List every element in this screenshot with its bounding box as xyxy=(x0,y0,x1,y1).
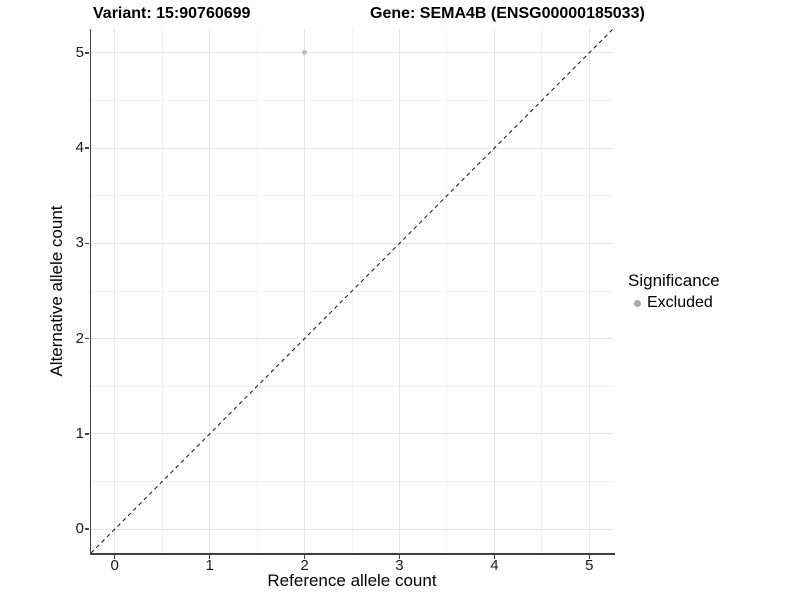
gridline-x-major xyxy=(493,29,495,553)
gridline-y-minor xyxy=(91,385,613,387)
y-axis-line xyxy=(89,29,91,555)
gridline-y-minor xyxy=(91,99,613,101)
gridline-y-major xyxy=(91,147,613,149)
gridline-y-major xyxy=(91,528,613,530)
variant-title: Variant: 15:90760699 xyxy=(93,5,251,22)
x-tick-mark xyxy=(208,554,211,559)
gridline-x-major xyxy=(588,29,590,553)
y-tick-mark xyxy=(85,528,89,530)
gridline-x-major xyxy=(114,29,116,553)
y-tick-mark xyxy=(85,147,89,149)
y-tick-label: 5 xyxy=(75,43,84,61)
plot-panel xyxy=(91,29,613,553)
x-tick-mark xyxy=(113,554,116,559)
x-axis-line xyxy=(89,553,615,555)
legend-title: Significance xyxy=(628,271,720,290)
y-tick-mark xyxy=(85,433,89,435)
x-tick-mark xyxy=(303,554,306,559)
y-tick-label: 2 xyxy=(75,329,84,347)
gridline-y-minor xyxy=(91,481,613,483)
gridline-x-major xyxy=(209,29,211,553)
y-tick-label: 1 xyxy=(75,424,84,442)
y-tick-label: 4 xyxy=(75,139,84,157)
x-axis-title: Reference allele count xyxy=(267,571,437,590)
legend-point-icon xyxy=(634,299,641,307)
legend: Significance Excluded xyxy=(628,271,720,312)
x-tick-mark xyxy=(588,554,591,559)
y-tick-label: 3 xyxy=(75,234,84,252)
y-tick-label: 0 xyxy=(75,520,84,538)
gridline-x-major xyxy=(304,29,306,553)
legend-item-label: Excluded xyxy=(647,294,713,311)
x-tick-mark xyxy=(398,554,401,559)
gridline-y-minor xyxy=(91,195,613,197)
identity-reference-line xyxy=(91,29,613,553)
x-tick-label: 5 xyxy=(585,557,594,574)
gene-title: Gene: SEMA4B (ENSG00000185033) xyxy=(370,5,645,22)
legend-items: Excluded xyxy=(628,294,720,312)
gridline-y-major xyxy=(91,242,613,244)
y-axis-title: Alternative allele count xyxy=(47,205,66,377)
x-tick-label: 4 xyxy=(490,557,499,574)
x-tick-mark xyxy=(493,554,496,559)
gridline-x-major xyxy=(398,29,400,553)
data-point xyxy=(302,50,308,56)
gridline-y-major xyxy=(91,338,613,340)
legend-item: Excluded xyxy=(628,294,720,312)
x-tick-label: 3 xyxy=(395,557,404,574)
y-tick-mark xyxy=(85,337,89,340)
x-tick-label: 1 xyxy=(205,557,214,574)
gridline-y-major xyxy=(91,52,613,54)
gridline-y-major xyxy=(91,433,613,435)
x-tick-label: 0 xyxy=(110,557,119,574)
y-tick-mark xyxy=(85,52,89,54)
x-tick-label: 2 xyxy=(300,557,309,574)
y-tick-mark xyxy=(85,242,89,245)
